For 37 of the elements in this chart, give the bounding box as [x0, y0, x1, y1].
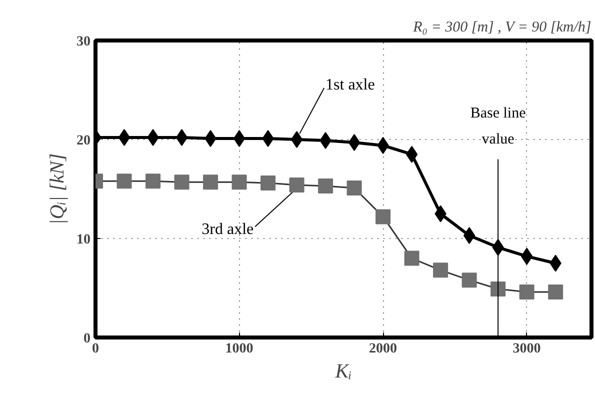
text: 1st axle	[326, 76, 375, 94]
y-tick-label: 30	[76, 34, 90, 50]
point	[462, 272, 477, 288]
x-tick-label: 2000	[369, 342, 398, 356]
y-tick-label: 20	[76, 134, 90, 148]
point	[260, 176, 276, 191]
point	[519, 284, 534, 300]
point	[463, 227, 476, 244]
point	[174, 174, 190, 190]
x-axis-title: Kᵢ	[334, 360, 352, 382]
ref-line-label: Base line value	[470, 106, 526, 148]
point	[146, 174, 161, 189]
point	[203, 174, 218, 190]
point	[348, 134, 360, 151]
y-axis-title: |Qᵢ| [kN]	[46, 153, 68, 225]
point	[232, 174, 247, 190]
point	[290, 131, 303, 148]
series-label: 3rd axle	[202, 221, 254, 238]
point	[376, 209, 391, 224]
point	[118, 129, 130, 146]
point	[289, 178, 304, 193]
point	[318, 178, 334, 194]
point	[406, 146, 418, 163]
point	[433, 262, 448, 278]
x-tick-label: 1000	[225, 342, 254, 356]
point	[233, 130, 246, 148]
chart-title: R₀ = 300 [m] , V = 90 [km/h]	[412, 20, 592, 36]
point	[548, 284, 564, 300]
y-tick-label: 10	[76, 232, 90, 248]
point	[520, 248, 533, 265]
point	[490, 281, 506, 296]
point	[116, 174, 132, 189]
point	[176, 129, 188, 146]
y-tick-label: 0	[84, 332, 90, 346]
point	[404, 250, 420, 266]
point	[346, 180, 362, 196]
x-tick-label: 3000	[512, 342, 541, 356]
